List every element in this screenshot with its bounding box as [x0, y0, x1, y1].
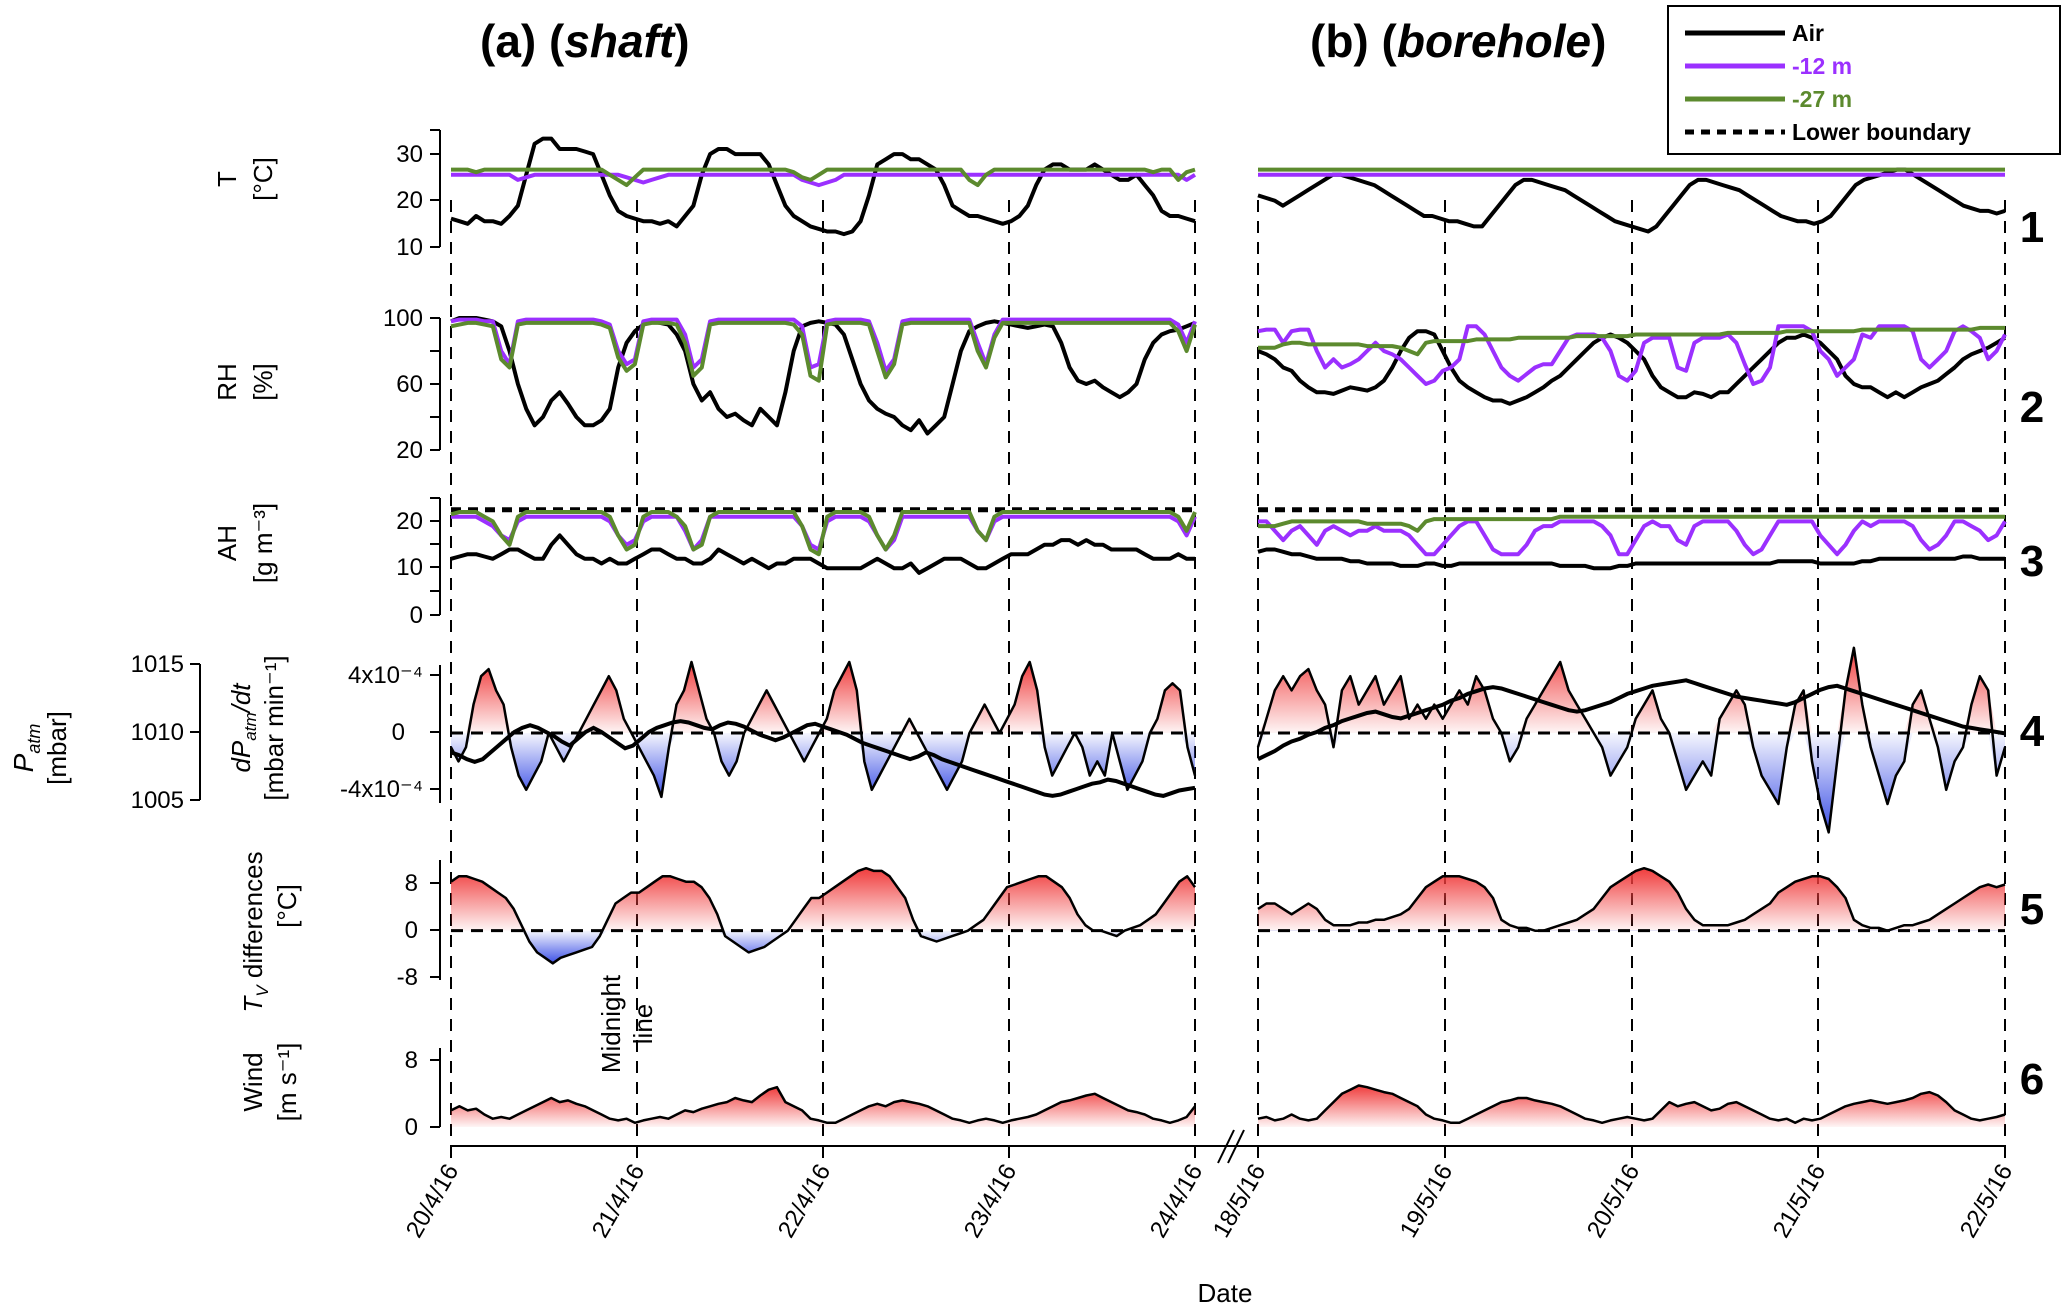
date-tick-label: 20/5/16	[1582, 1160, 1645, 1243]
panel-4-patm-tick-label: 1005	[131, 787, 184, 814]
panel-3-number: 3	[2020, 537, 2044, 586]
axis-break-mark	[1217, 1129, 1235, 1164]
panel-1-ytick-label: 10	[396, 234, 423, 261]
date-tick-label: 24/4/16	[1145, 1160, 1208, 1243]
panel-2-12m-line-b	[1257, 324, 2007, 386]
legend-label-air: Air	[1792, 20, 1824, 46]
title-a: (a) (shaft)	[480, 15, 690, 67]
panel-3-27m-line-a	[450, 510, 1197, 557]
panel-4-ytick-label: 4x10⁻⁴	[348, 662, 423, 689]
panel-3-air-line-a	[450, 533, 1195, 575]
panel-4-ytick-label: 0	[392, 719, 405, 746]
panel-5-ytick-label: 0	[405, 917, 418, 944]
axis-break-mark	[1227, 1129, 1245, 1164]
legend: Air -12 m -27 m Lower boundary	[1667, 5, 2061, 155]
legend-label-27m: -27 m	[1792, 86, 1852, 112]
panel-5-diff-b-positive-fill	[1258, 868, 2005, 931]
panel-2-27m-line-b	[1258, 325, 2005, 357]
panel-1-ylabel-line1: T	[212, 171, 242, 187]
panel-3-ylabel-line1: AH	[212, 525, 242, 561]
date-tick-label: 21/5/16	[1768, 1160, 1831, 1243]
panel-5-ylabel-line2: [°C]	[272, 884, 302, 928]
panel-6-ytick-label: 0	[405, 1114, 418, 1141]
panel-4-patm-unit: [mbar]	[42, 711, 72, 785]
panel-3-12m-line-b	[1258, 519, 2007, 557]
date-tick-label: 19/5/16	[1395, 1160, 1458, 1243]
panel-6-number: 6	[2020, 1055, 2044, 1104]
panel-4-ytick-label: -4x10⁻⁴	[340, 776, 423, 803]
panel-5-diff-a-positive-fill	[451, 868, 1195, 931]
panel-4-patm-tick-label: 1010	[131, 719, 184, 746]
panel-6-wind-a-positive-fill	[451, 1087, 1195, 1127]
plot-layer	[449, 136, 2007, 1127]
panel-1-27m-line-a	[451, 167, 1196, 188]
panel-3-ytick-label: 20	[396, 508, 423, 535]
panel-4-dpdt-b-negative-fill	[1258, 733, 2005, 833]
panel-2-air-line-a	[450, 316, 1196, 436]
panel-1-ylabel-line2: [°C]	[248, 157, 278, 201]
legend-label-lower-boundary: Lower boundary	[1792, 119, 1971, 145]
date-tick-label: 22/5/16	[1955, 1160, 2018, 1243]
panel-3-absolute-humidity: AH [g m⁻³] 0 10 20 3	[212, 497, 2044, 629]
panel-4-pressure: Patm [mbar] 1015 1010 1005 dPatm/dt [mba…	[8, 651, 2045, 814]
date-tick-label: 18/5/16	[1208, 1160, 1271, 1243]
panel-2-ylabel-line1: RH	[212, 363, 242, 401]
panel-5-diff-b-line	[1257, 866, 2006, 932]
panel-6-wind: Wind [m s⁻¹] 8 0 6	[238, 1043, 2044, 1141]
date-tick-label: 20/4/16	[401, 1160, 464, 1243]
panel-1-temperature: T [°C] 10 20 30 1	[212, 129, 2044, 261]
date-tick-label: 21/4/16	[587, 1160, 650, 1243]
panel-3-air-line-b	[1257, 547, 2005, 571]
panel-4-ylabel-line1: dPatm/dt	[226, 682, 260, 773]
panel-4-number: 4	[2020, 707, 2045, 756]
panel-5-diff-a-line	[450, 866, 1197, 965]
panel-5-ytick-label: -8	[397, 964, 418, 991]
panel-2-number: 2	[2020, 383, 2044, 432]
panel-4-dpdt-a-negative-fill	[451, 733, 1195, 797]
midnight-line-label-1: Midnight	[596, 974, 626, 1073]
panel-3-ytick-label: 0	[410, 602, 423, 629]
panel-2-relative-humidity: RH [%] 20 60 100 2	[212, 305, 2044, 464]
x-axis-title: Date	[1198, 1278, 1253, 1308]
legend-label-12m: -12 m	[1792, 53, 1852, 79]
date-ticks-a: 20/4/16 21/4/16 22/4/16 23/4/16 24/4/16	[401, 1146, 1208, 1242]
panel-2-ylabel-line2: [%]	[248, 363, 278, 401]
midnight-line-label-2: line	[628, 1004, 658, 1044]
panel-4-patm-label: Patm	[8, 724, 44, 773]
panel-1-12m-line-a	[451, 172, 1197, 188]
panel-3-27m-line-b	[1258, 514, 2005, 533]
panel-3-ytick-label: 10	[396, 554, 423, 581]
panel-1-ytick-label: 20	[396, 187, 423, 214]
panel-4-ylabel-line2: [mbar min⁻¹]	[259, 655, 289, 800]
panel-4-dpdt-b-line	[1256, 646, 2007, 834]
panel-6-wind-b-line	[1257, 1084, 2006, 1125]
panel-2-27m-line-a	[450, 320, 1197, 383]
panel-2-ytick-label: 20	[396, 437, 423, 464]
panel-5-ytick-label: 8	[405, 870, 418, 897]
panel-1-number: 1	[2020, 203, 2044, 252]
panel-6-ytick-label: 8	[405, 1047, 418, 1074]
panel-6-wind-a-line	[450, 1085, 1196, 1125]
panel-6-ylabel-line2: [m s⁻¹]	[272, 1043, 302, 1122]
panel-2-ytick-label: 60	[396, 371, 423, 398]
panel-3-ylabel-line2: [g m⁻³]	[248, 503, 278, 583]
date-ticks-b: 18/5/16 19/5/16 20/5/16 21/5/16 22/5/16	[1208, 1146, 2018, 1242]
panel-2-air-line-b	[1257, 329, 2007, 406]
panel-2-ytick-label: 100	[383, 305, 423, 332]
panel-5-virtual-temperature-differences: TV differences [°C] 8 0 -8 5	[238, 851, 2044, 1012]
panel-4-patm-line-a	[450, 719, 1196, 798]
panel-4-patm-tick-label: 1015	[131, 651, 184, 678]
panel-4-patm-line-b	[1257, 678, 2006, 761]
panel-5-number: 5	[2020, 885, 2044, 934]
panel-5-ylabel-line1: TV differences	[238, 851, 272, 1012]
panel-1-air-line-a	[450, 136, 1196, 237]
panel-6-ylabel-line1: Wind	[238, 1052, 268, 1111]
title-b: (b) (borehole)	[1310, 15, 1606, 67]
panel-1-ytick-label: 30	[396, 141, 423, 168]
date-tick-label: 23/4/16	[959, 1160, 1022, 1243]
date-tick-label: 22/4/16	[773, 1160, 836, 1243]
